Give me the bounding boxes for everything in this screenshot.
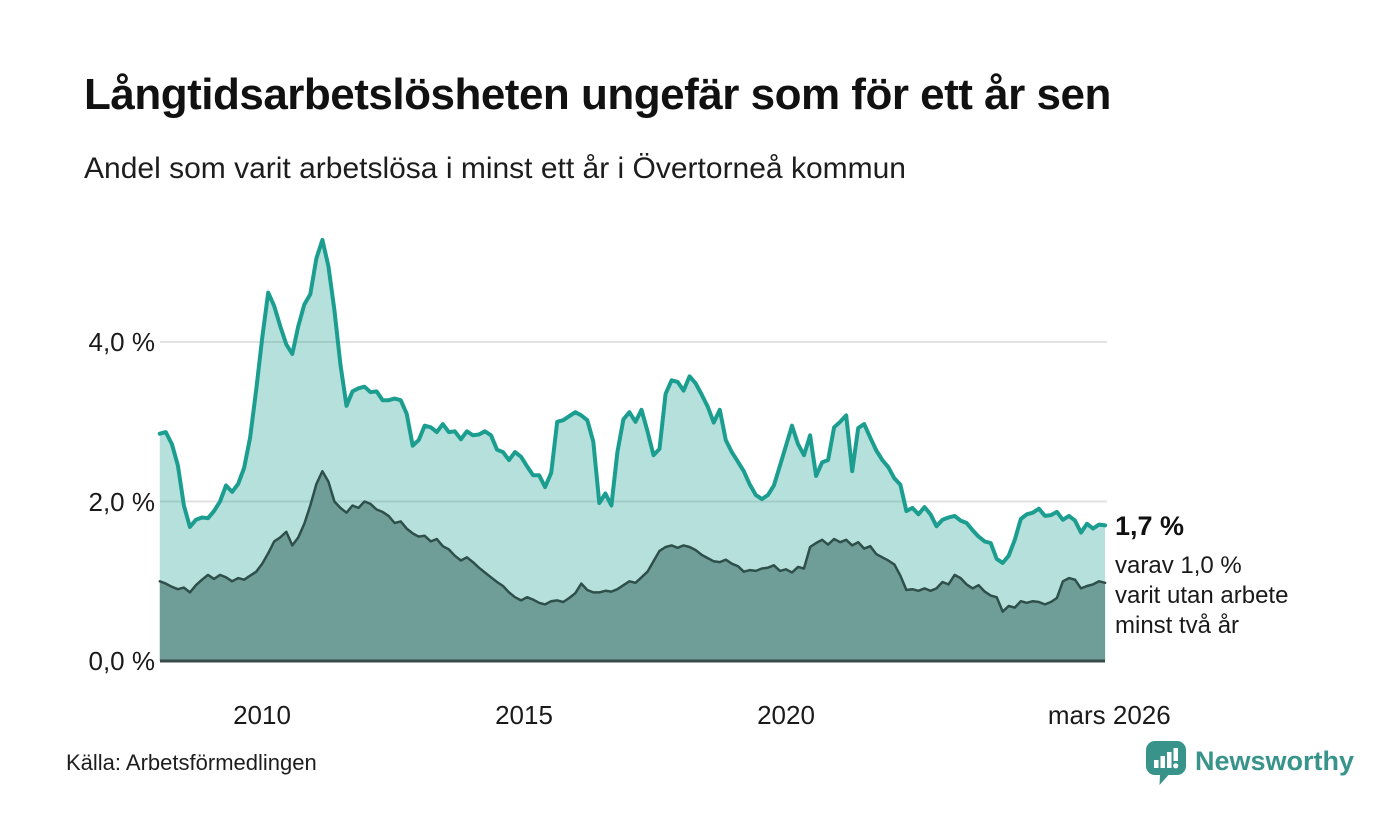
page-subtitle: Andel som varit arbetslösa i minst ett å… bbox=[84, 152, 906, 185]
newsworthy-brand: Newsworthy bbox=[1146, 741, 1354, 786]
y-tick-2: 2,0 % bbox=[88, 486, 156, 517]
x-tick-2020: 2020 bbox=[757, 700, 815, 730]
newsworthy-speech-bubble-bar-chart-icon bbox=[1146, 741, 1186, 785]
y-tick-0: 0,0 % bbox=[88, 646, 156, 676]
newsworthy-brand-name: Newsworthy bbox=[1195, 746, 1355, 776]
annotation-line-2: varit utan arbete bbox=[1115, 582, 1289, 609]
latest-value-label: 1,7 % bbox=[1115, 511, 1185, 541]
line-minst-ett-ar bbox=[157, 237, 1108, 565]
x-tick-2015: 2015 bbox=[495, 700, 553, 730]
annotation-line-1: varav 1,0 % bbox=[1115, 552, 1242, 579]
area-minst-tva-ar bbox=[159, 471, 1106, 661]
line-minst-tva-ar bbox=[158, 469, 1107, 613]
source-credit: Källa: Arbetsförmedlingen bbox=[66, 750, 317, 775]
latest-value-annotation: 1,7 % varav 1,0 % varit utan arbete mins… bbox=[1115, 511, 1355, 641]
x-tick-2010: 2010 bbox=[233, 700, 291, 730]
x-tick-mars-2026: mars 2026 bbox=[1047, 700, 1171, 730]
y-tick-4: 4,0 % bbox=[88, 327, 156, 357]
annotation-line-3: minst två år bbox=[1115, 612, 1240, 639]
page-title: Långtidsarbetslösheten ungefär som för e… bbox=[84, 70, 1111, 119]
